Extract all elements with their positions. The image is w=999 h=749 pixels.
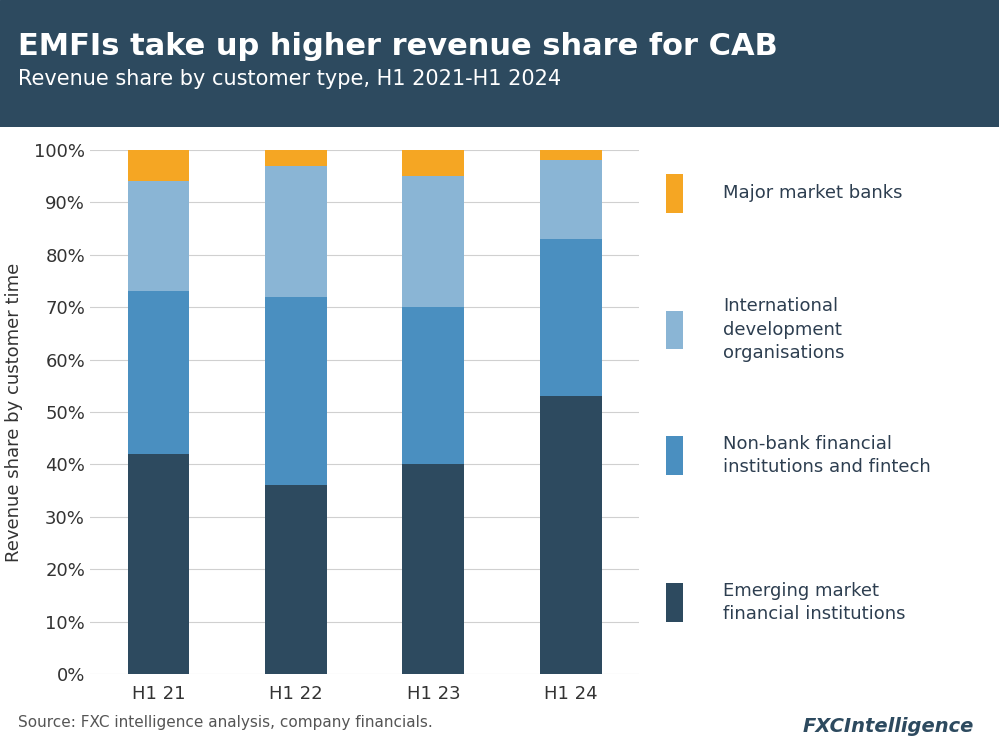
Bar xyxy=(539,396,601,674)
Bar xyxy=(665,311,683,349)
Bar xyxy=(539,150,601,160)
Bar xyxy=(539,160,601,239)
Bar xyxy=(128,150,190,181)
Text: Revenue share by customer type, H1 2021-H1 2024: Revenue share by customer type, H1 2021-… xyxy=(18,69,561,89)
Text: Source: FXC intelligence analysis, company financials.: Source: FXC intelligence analysis, compa… xyxy=(18,715,433,730)
Bar xyxy=(665,583,683,622)
Text: Major market banks: Major market banks xyxy=(723,184,903,202)
Bar xyxy=(128,454,190,674)
Bar xyxy=(403,464,465,674)
Text: FXCIntelligence: FXCIntelligence xyxy=(802,717,974,736)
Bar xyxy=(665,175,683,213)
Bar xyxy=(403,150,465,176)
Bar xyxy=(128,291,190,454)
Bar xyxy=(265,150,327,166)
Text: International
development
organisations: International development organisations xyxy=(723,297,845,363)
Y-axis label: Revenue share by customer time: Revenue share by customer time xyxy=(5,262,23,562)
Bar xyxy=(265,297,327,485)
Text: Emerging market
financial institutions: Emerging market financial institutions xyxy=(723,582,906,623)
Text: EMFIs take up higher revenue share for CAB: EMFIs take up higher revenue share for C… xyxy=(18,31,778,61)
Bar xyxy=(265,166,327,297)
Bar xyxy=(265,485,327,674)
Bar xyxy=(403,176,465,307)
Bar xyxy=(665,437,683,475)
Bar xyxy=(539,239,601,396)
Bar xyxy=(128,181,190,291)
Text: Non-bank financial
institutions and fintech: Non-bank financial institutions and fint… xyxy=(723,435,931,476)
Bar xyxy=(403,307,465,464)
